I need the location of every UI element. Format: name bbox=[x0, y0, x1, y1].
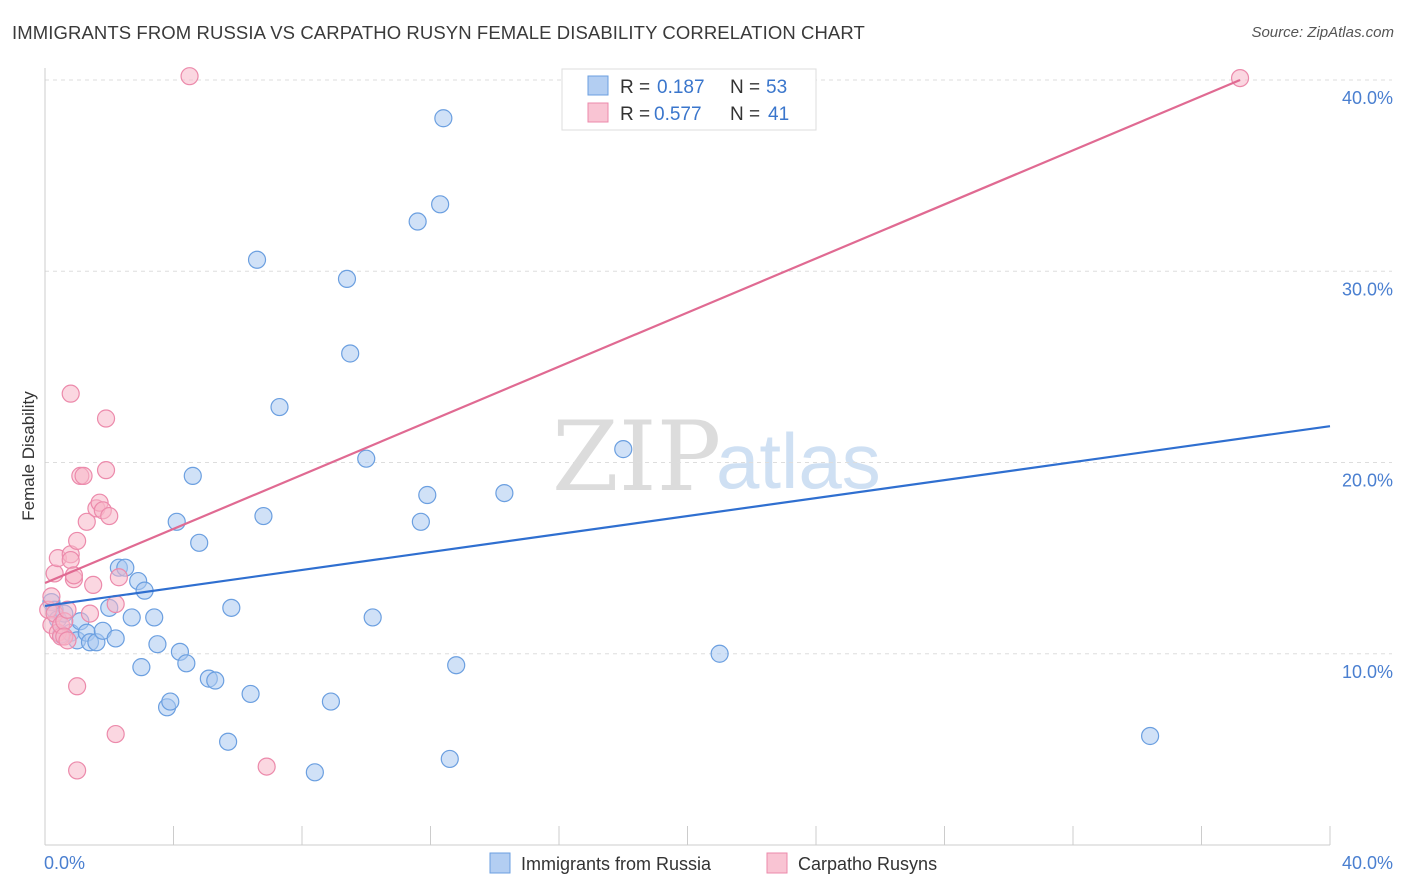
point-immigrants-from-russia bbox=[614, 440, 633, 459]
point-immigrants-from-russia bbox=[241, 684, 260, 704]
series-carpatho-rusyns bbox=[39, 67, 1250, 780]
legend-r-label-pink: R = bbox=[620, 104, 650, 125]
point-carpatho-rusyns bbox=[58, 631, 77, 650]
legend-r-value-blue: 0.187 bbox=[657, 77, 705, 98]
x-tick-label-min: 0.0% bbox=[44, 853, 85, 873]
point-carpatho-rusyns bbox=[106, 724, 125, 744]
point-carpatho-rusyns bbox=[1230, 68, 1250, 88]
chart-title: IMMIGRANTS FROM RUSSIA VS CARPATHO RUSYN… bbox=[12, 22, 865, 43]
point-carpatho-rusyns bbox=[257, 757, 276, 776]
point-immigrants-from-russia bbox=[254, 506, 273, 526]
point-immigrants-from-russia bbox=[341, 344, 360, 363]
correlation-legend: R = 0.187 N = 53 R = 0.577 N = 41 bbox=[561, 68, 817, 131]
grid bbox=[45, 79, 1392, 655]
source-label: Source: ZipAtlas.com bbox=[1251, 24, 1394, 41]
point-immigrants-from-russia bbox=[710, 644, 729, 663]
y-tick-label-20: 20.0% bbox=[1342, 471, 1393, 491]
point-immigrants-from-russia bbox=[305, 763, 324, 782]
point-immigrants-from-russia bbox=[206, 671, 225, 690]
point-immigrants-from-russia bbox=[431, 195, 450, 214]
point-carpatho-rusyns bbox=[96, 409, 116, 428]
point-carpatho-rusyns bbox=[42, 587, 61, 606]
point-immigrants-from-russia bbox=[408, 212, 427, 231]
point-carpatho-rusyns bbox=[68, 761, 87, 780]
legend-swatch-pink bbox=[587, 102, 609, 123]
point-immigrants-from-russia bbox=[222, 598, 241, 617]
trend-lines bbox=[44, 78, 1331, 608]
point-immigrants-from-russia bbox=[177, 654, 196, 673]
legend-n-label-blue: N = bbox=[730, 77, 760, 98]
point-carpatho-rusyns bbox=[68, 531, 87, 551]
bottom-legend-swatch-pink bbox=[766, 852, 788, 874]
point-immigrants-from-russia bbox=[183, 466, 202, 485]
y-tick-label-30: 30.0% bbox=[1342, 279, 1393, 299]
bottom-legend-swatch-blue bbox=[489, 852, 511, 874]
y-tick-label-10: 10.0% bbox=[1342, 662, 1393, 682]
bottom-legend-label-blue: Immigrants from Russia bbox=[521, 854, 712, 874]
watermark-atlas: atlas bbox=[716, 417, 881, 505]
point-carpatho-rusyns bbox=[74, 466, 93, 485]
point-immigrants-from-russia bbox=[418, 485, 437, 505]
point-carpatho-rusyns bbox=[61, 384, 80, 403]
legend-n-label-pink: N = bbox=[730, 104, 760, 125]
point-immigrants-from-russia bbox=[1140, 726, 1160, 746]
point-immigrants-from-russia bbox=[148, 635, 167, 654]
point-carpatho-rusyns bbox=[77, 512, 96, 531]
point-immigrants-from-russia bbox=[145, 608, 164, 627]
point-immigrants-from-russia bbox=[247, 250, 267, 269]
point-immigrants-from-russia bbox=[337, 269, 357, 288]
y-axis-label: Female Disability bbox=[19, 391, 38, 521]
point-carpatho-rusyns bbox=[68, 677, 87, 696]
legend-r-value-pink: 0.577 bbox=[654, 104, 702, 125]
bottom-legend-label-pink: Carpatho Rusyns bbox=[798, 854, 937, 874]
y-tick-labels: 10.0% 20.0% 30.0% 40.0% bbox=[1342, 88, 1393, 682]
point-carpatho-rusyns bbox=[58, 600, 77, 619]
point-carpatho-rusyns bbox=[100, 506, 119, 526]
point-carpatho-rusyns bbox=[80, 604, 100, 623]
point-immigrants-from-russia bbox=[219, 732, 238, 751]
point-carpatho-rusyns bbox=[106, 594, 125, 614]
point-carpatho-rusyns bbox=[96, 461, 116, 480]
y-tick-label-40: 40.0% bbox=[1342, 88, 1393, 108]
legend-r-label-blue: R = bbox=[620, 77, 650, 98]
x-tick-label-max: 40.0% bbox=[1342, 853, 1393, 873]
point-immigrants-from-russia bbox=[106, 629, 125, 648]
point-immigrants-from-russia bbox=[122, 608, 141, 627]
point-immigrants-from-russia bbox=[161, 692, 180, 711]
watermark-zip: ZIP bbox=[552, 401, 721, 513]
point-immigrants-from-russia bbox=[434, 109, 453, 128]
trend-line-carpatho-rusyns bbox=[44, 78, 1241, 585]
point-immigrants-from-russia bbox=[270, 397, 289, 417]
point-immigrants-from-russia bbox=[411, 512, 430, 531]
legend-n-value-pink: 41 bbox=[768, 104, 789, 125]
point-carpatho-rusyns bbox=[109, 568, 128, 587]
point-immigrants-from-russia bbox=[357, 449, 376, 468]
point-immigrants-from-russia bbox=[363, 608, 382, 627]
series-legend: Immigrants from Russia Carpatho Rusyns bbox=[489, 852, 937, 874]
point-immigrants-from-russia bbox=[440, 749, 459, 769]
point-carpatho-rusyns bbox=[180, 67, 199, 86]
point-immigrants-from-russia bbox=[190, 533, 209, 552]
legend-swatch-blue bbox=[587, 75, 609, 96]
point-carpatho-rusyns bbox=[61, 550, 80, 570]
point-immigrants-from-russia bbox=[495, 484, 514, 503]
x-ticks bbox=[44, 826, 1331, 845]
point-carpatho-rusyns bbox=[84, 575, 103, 595]
point-immigrants-from-russia bbox=[321, 692, 341, 711]
point-immigrants-from-russia bbox=[447, 656, 466, 675]
legend-n-value-blue: 53 bbox=[766, 77, 787, 98]
point-immigrants-from-russia bbox=[132, 658, 151, 677]
trend-line-immigrants-from-russia bbox=[44, 425, 1331, 608]
